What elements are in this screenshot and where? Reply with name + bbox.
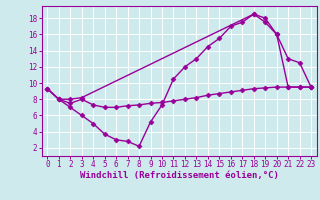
X-axis label: Windchill (Refroidissement éolien,°C): Windchill (Refroidissement éolien,°C) xyxy=(80,171,279,180)
